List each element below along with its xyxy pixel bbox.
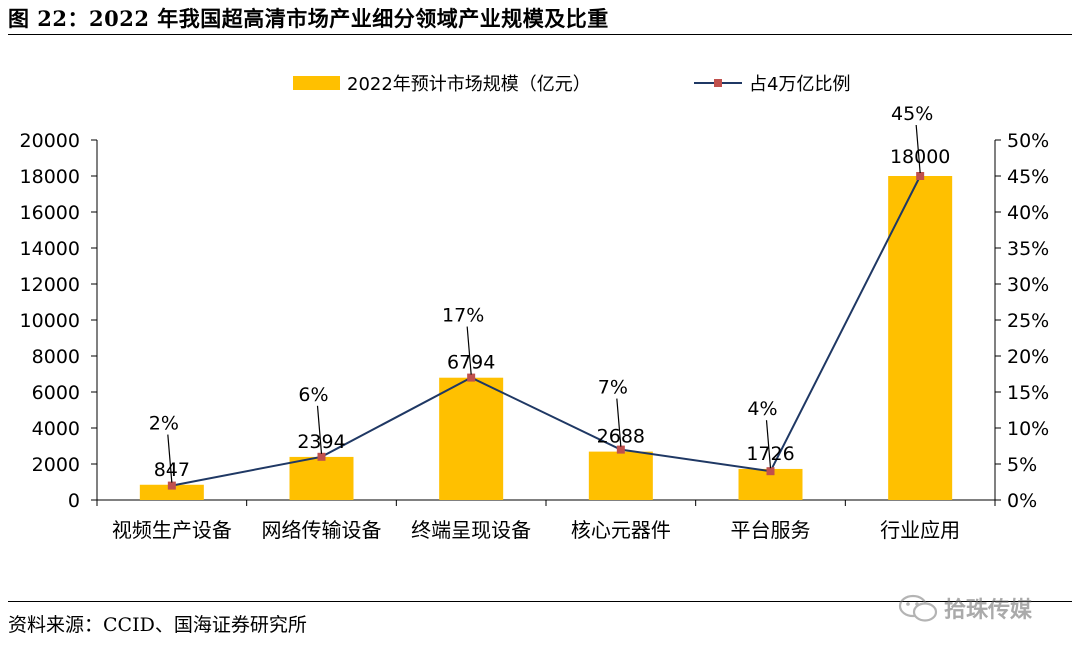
line-marker [916, 172, 925, 180]
watermark: 拾珠传媒 [898, 592, 1032, 624]
left-tick-label: 0 [68, 490, 80, 512]
legend-line-label: 占4万亿比例 [749, 74, 850, 95]
ratio-leader-line [466, 326, 472, 375]
ratio-value-label: 45% [891, 103, 933, 125]
x-tick-label: 终端呈现设备 [411, 518, 531, 542]
ratio-value-label: 2% [149, 413, 179, 435]
ratio-value-label: 7% [598, 377, 628, 399]
right-tick-label: 0% [1007, 490, 1037, 512]
wechat-icon [898, 594, 938, 622]
line-marker [467, 373, 476, 382]
left-tick-label: 12000 [20, 274, 80, 296]
bar [139, 484, 204, 500]
legend-bar-swatch [293, 76, 340, 90]
bar-value-label: 847 [154, 459, 190, 481]
ratio-line [171, 175, 922, 487]
right-tick-label: 20% [1007, 346, 1049, 368]
bar-value-label: 18000 [890, 146, 950, 168]
ratio-leader-line [616, 398, 622, 447]
right-tick-label: 35% [1007, 238, 1049, 260]
x-tick-label: 平台服务 [731, 518, 811, 542]
left-tick-label: 10000 [20, 310, 80, 332]
source-note: 资料来源：CCID、国海证券研究所 [8, 614, 307, 636]
data-labels: 847 2394 6794 2688 1726 18000 2% 6% 17% 7% 4% 45% [149, 103, 950, 483]
axes: 0 2000 4000 6000 8000 10000 12000 14000 16000 180… [20, 130, 1050, 542]
ratio-value-label: 4% [747, 398, 777, 420]
combo-chart: 0 2000 4000 6000 8000 10000 12000 14000 16000 180… [20, 74, 1050, 542]
right-tick-label: 30% [1007, 274, 1049, 296]
ratio-value-label: 6% [298, 384, 328, 406]
line-marker [317, 452, 326, 461]
bar [289, 456, 354, 500]
watermark-text: 拾珠传媒 [944, 598, 1033, 623]
figure-title: 图 22：2022 年我国超高清市场产业细分领域产业规模及比重 [8, 6, 609, 31]
ratio-value-label: 17% [442, 305, 484, 327]
bottom-rule [8, 601, 1072, 602]
right-tick-label: 45% [1007, 166, 1049, 188]
right-tick-label: 25% [1007, 310, 1049, 332]
left-tick-label: 14000 [20, 238, 80, 260]
left-tick-label: 4000 [32, 418, 80, 440]
left-tick-label: 18000 [20, 166, 80, 188]
ratio-leader-line [765, 420, 772, 469]
top-rule [8, 34, 1072, 35]
x-tick-label: 行业应用 [880, 518, 960, 542]
bar [439, 377, 504, 500]
right-tick-label: 10% [1007, 418, 1049, 440]
line-marker [167, 481, 176, 490]
x-tick-label: 网络传输设备 [262, 518, 382, 542]
bar-value-label: 6794 [447, 352, 495, 374]
left-tick-label: 20000 [20, 130, 80, 152]
line-marker [616, 445, 625, 454]
right-tick-label: 15% [1007, 382, 1049, 404]
bar-value-label: 2688 [597, 426, 645, 448]
right-tick-label: 50% [1007, 130, 1049, 152]
legend: 2022年预计市场规模（亿元） 占4万亿比例 [293, 74, 850, 95]
line-marker [766, 467, 775, 476]
ratio-leader-line [316, 405, 323, 454]
bars [139, 176, 953, 500]
legend-line-marker [714, 79, 722, 87]
left-tick-label: 2000 [32, 454, 80, 476]
left-tick-label: 6000 [32, 382, 80, 404]
ratio-leader-line [915, 124, 921, 174]
right-tick-label: 40% [1007, 202, 1049, 224]
bar [888, 176, 953, 500]
ratio-leader-line [167, 434, 173, 483]
bar-value-label: 1726 [746, 443, 794, 465]
bar [588, 451, 653, 500]
bar-value-label: 2394 [297, 431, 345, 453]
left-tick-label: 8000 [32, 346, 80, 368]
right-tick-label: 5% [1007, 454, 1037, 476]
left-tick-label: 16000 [20, 202, 80, 224]
ratio-line-series [167, 172, 925, 490]
x-tick-label: 视频生产设备 [112, 518, 232, 542]
x-tick-label: 核心元器件 [571, 518, 671, 542]
legend-bar-label: 2022年预计市场规模（亿元） [347, 74, 591, 95]
